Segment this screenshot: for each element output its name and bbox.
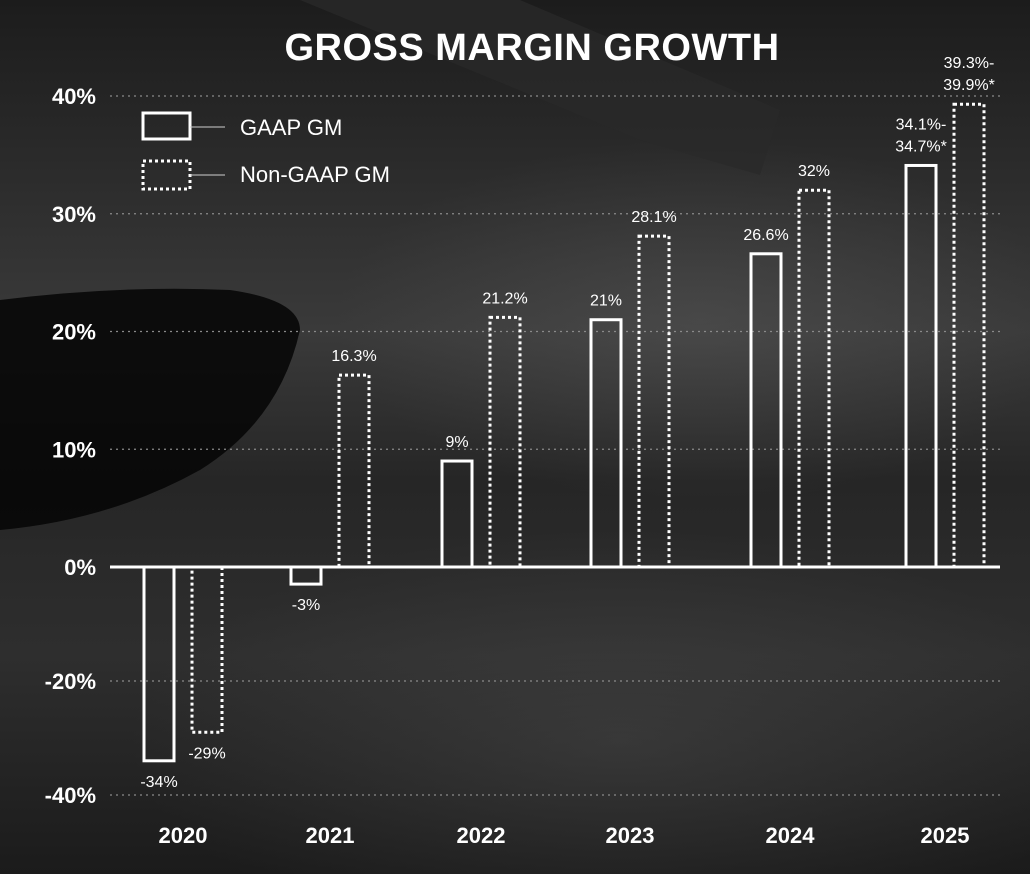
bar-gaap	[142, 565, 176, 763]
y-tick-label: -20%	[45, 669, 96, 694]
data-label-gaap: 21%	[590, 293, 622, 310]
data-label-non-gaap: 21.2%	[482, 290, 527, 307]
bar-non-gaap	[190, 565, 224, 734]
y-tick-label: 10%	[52, 437, 96, 462]
data-label-gaap: 34.1%-34.7%*	[895, 116, 947, 155]
legend: GAAP GM Non-GAAP GM	[141, 111, 390, 191]
legend-swatch-solid	[141, 111, 192, 141]
y-tick-label: 40%	[52, 84, 96, 109]
y-axis-ticks: 40% 30% 20% 10% 0% -20% -40%	[45, 84, 96, 808]
bar-non-gaap	[488, 315, 522, 569]
legend-item-gaap: GAAP GM	[141, 111, 342, 141]
bar-gaap	[749, 252, 783, 569]
x-tick-label: 2024	[766, 823, 816, 848]
y-tick-label: -40%	[45, 783, 96, 808]
bar-non-gaap	[797, 188, 831, 569]
data-label-non-gaap: 16.3%	[331, 348, 376, 365]
bar-non-gaap	[337, 373, 371, 569]
data-label-non-gaap: 39.3%-39.9%*	[943, 55, 995, 94]
satellite-panel-shape	[300, 0, 780, 175]
data-label-non-gaap: 28.1%	[631, 209, 676, 226]
x-tick-label: 2021	[306, 823, 355, 848]
y-tick-label: 30%	[52, 202, 96, 227]
data-label-gaap: -3%	[292, 597, 320, 614]
y-tick-label: 0%	[64, 555, 96, 580]
y-tick-label: 20%	[52, 320, 96, 345]
legend-label-non-gaap: Non-GAAP GM	[240, 162, 390, 187]
data-labels: -34% -3% 9% 21% 26.6% 34.1%-34.7%* -29% 16.3% 21…	[140, 55, 994, 791]
legend-label-gaap: GAAP GM	[240, 115, 342, 140]
legend-swatch-dotted	[141, 159, 192, 191]
grid-lines	[110, 95, 1000, 796]
background-decoration	[0, 0, 780, 530]
bar-gaap	[440, 459, 474, 569]
x-tick-label: 2025	[921, 823, 970, 848]
wing-silhouette-shape	[0, 288, 300, 530]
x-tick-label: 2020	[159, 823, 208, 848]
x-axis-ticks: 2020 2021 2022 2023 2024 2025	[159, 823, 970, 848]
legend-item-non-gaap: Non-GAAP GM	[141, 159, 390, 191]
data-label-gaap: 26.6%	[743, 227, 788, 244]
bar-non-gaap	[952, 102, 986, 569]
bars	[142, 102, 986, 763]
bar-gaap	[904, 163, 938, 569]
data-label-non-gaap: 32%	[798, 163, 830, 180]
x-tick-label: 2022	[457, 823, 506, 848]
chart-title: GROSS MARGIN GROWTH	[284, 27, 779, 69]
data-label-non-gaap: -29%	[188, 745, 225, 762]
data-label-gaap: -34%	[140, 774, 177, 791]
bar-gaap	[289, 565, 323, 586]
bar-non-gaap	[637, 234, 671, 569]
bar-gaap	[589, 318, 623, 569]
data-label-gaap: 9%	[445, 434, 468, 451]
x-tick-label: 2023	[606, 823, 655, 848]
